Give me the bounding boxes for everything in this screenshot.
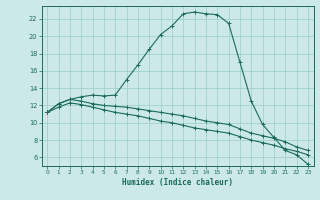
X-axis label: Humidex (Indice chaleur): Humidex (Indice chaleur) <box>122 178 233 187</box>
